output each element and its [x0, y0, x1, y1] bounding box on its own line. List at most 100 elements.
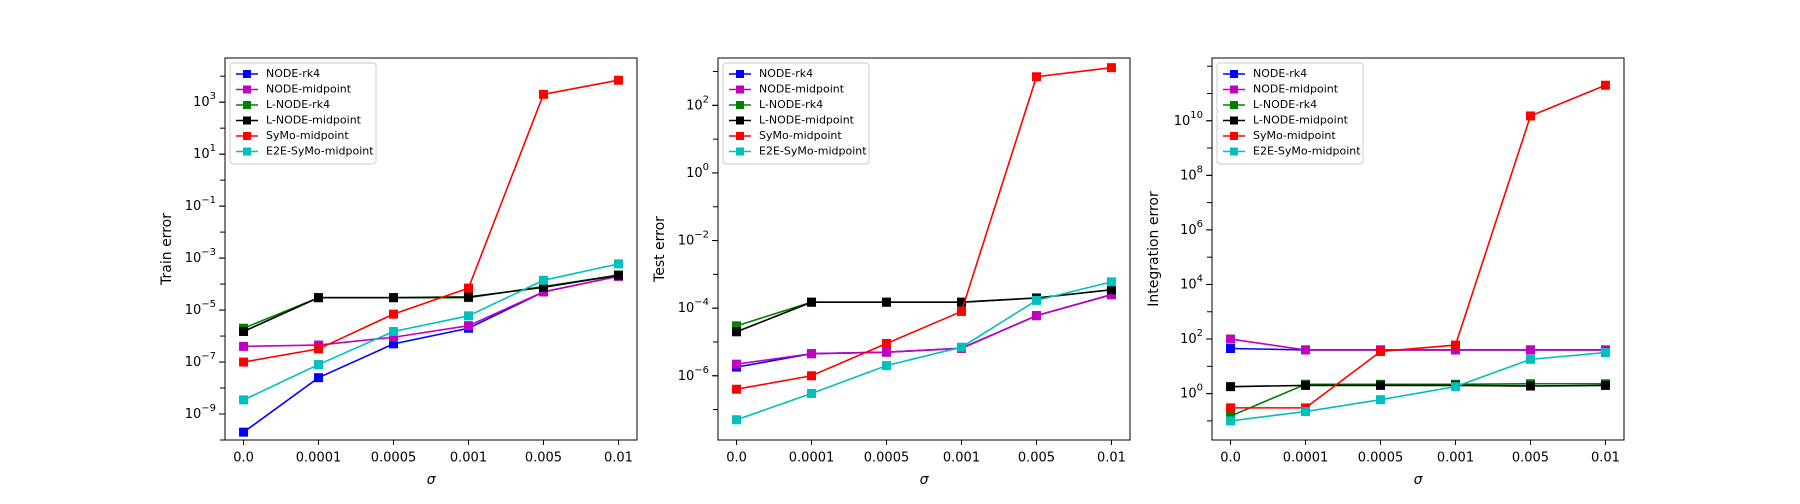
data-point [463, 311, 473, 321]
data-point [314, 293, 324, 303]
chart-panel-3: 0.0 0.0001 0.0005 0.001 0.005 0.01 100 102 104 10… [1146, 57, 1625, 488]
y-tick-label: 10−5 [185, 299, 216, 318]
series-e2e-symo-midpoint [239, 259, 623, 405]
data-point [1301, 345, 1311, 355]
legend-label: SyMo-midpoint [266, 129, 349, 142]
series-line [243, 275, 619, 348]
data-point [1106, 285, 1116, 295]
data-point [389, 326, 399, 336]
y-tick-label: 103 [193, 91, 216, 110]
legend-marker [736, 70, 744, 78]
y-tick-label: 10−6 [678, 365, 709, 384]
series-line [736, 66, 1112, 391]
legend-label: L-NODE-midpoint [266, 114, 362, 127]
legend-marker [243, 70, 251, 78]
data-point [1031, 311, 1041, 321]
data-point [1106, 290, 1116, 300]
plot-frame [224, 57, 638, 441]
x-tick-label: 0.001 [450, 451, 487, 466]
x-tick-label: 0.0005 [1358, 451, 1404, 466]
data-point [239, 357, 249, 367]
series-e2e-symo-midpoint [732, 277, 1116, 425]
y-tick-label: 10−4 [678, 297, 709, 316]
data-point [1031, 295, 1041, 305]
legend-label: NODE-midpoint [759, 83, 845, 96]
series-node-rk4 [239, 271, 623, 437]
plot-frame [1211, 57, 1625, 441]
y-tick-label: 100 [1180, 383, 1203, 402]
x-tick-label: 0.001 [943, 451, 980, 466]
series-line [243, 274, 619, 333]
data-point [1226, 344, 1236, 354]
series-l-node-midpoint [732, 285, 1116, 337]
data-point [239, 341, 249, 351]
data-point [389, 293, 399, 303]
legend-label: NODE-midpoint [1253, 83, 1339, 96]
series-line [1230, 382, 1606, 417]
series-line [1230, 351, 1606, 422]
data-point [1226, 403, 1236, 413]
data-point [314, 344, 324, 354]
x-tick-label: 0.01 [1097, 451, 1126, 466]
legend-label: NODE-rk4 [759, 67, 813, 80]
legend-label: L-NODE-rk4 [759, 98, 823, 111]
y-tick-label: 104 [1180, 273, 1203, 292]
legend: NODE-rk4 NODE-midpoint L-NODE-rk4 L-NODE-mi… [722, 62, 870, 165]
data-point [463, 283, 473, 293]
data-point [463, 292, 473, 302]
data-point [1525, 345, 1535, 355]
legend-box [722, 62, 870, 165]
legend-marker [243, 132, 251, 140]
y-axis-label: Integration error [1146, 191, 1162, 307]
x-tick-label: 0.0001 [789, 451, 835, 466]
data-point [807, 349, 817, 359]
series-line [243, 263, 619, 401]
data-point [389, 332, 399, 342]
legend-marker [736, 116, 744, 125]
data-point [1301, 380, 1311, 390]
data-point [538, 287, 548, 297]
data-point [1226, 416, 1236, 426]
data-point [239, 395, 249, 405]
data-point [389, 309, 399, 319]
data-point [732, 321, 742, 331]
legend-label: L-NODE-midpoint [1253, 114, 1349, 127]
series-line [1230, 338, 1606, 351]
legend-label: NODE-midpoint [266, 83, 352, 96]
data-point [1226, 411, 1236, 421]
legend-marker [1230, 116, 1238, 125]
data-point [1226, 334, 1236, 344]
legend-marker [1230, 70, 1238, 78]
legend-label: SyMo-midpoint [759, 129, 842, 142]
data-point [882, 347, 892, 357]
data-point [1600, 348, 1610, 358]
series-l-node-midpoint [239, 270, 623, 336]
legend-label: NODE-rk4 [1253, 67, 1307, 80]
legend-marker [736, 132, 744, 140]
series-symo-midpoint [239, 75, 623, 367]
legend-marker [736, 85, 744, 94]
data-point [1450, 345, 1460, 355]
y-axis-label: Train error [159, 213, 175, 286]
x-tick-label: 0.0 [1220, 451, 1241, 466]
data-point [314, 360, 324, 370]
data-point [613, 259, 623, 269]
series-line [1230, 384, 1606, 388]
data-point [807, 388, 817, 398]
legend-marker [736, 147, 744, 156]
data-point [239, 326, 249, 336]
data-point [807, 371, 817, 381]
data-point [1450, 382, 1460, 392]
data-point [1226, 382, 1236, 392]
data-point [538, 275, 548, 285]
data-point [1301, 407, 1311, 417]
y-tick-label: 100 [686, 162, 709, 181]
data-point [882, 297, 892, 307]
series-line [736, 281, 1112, 421]
plot-frame [717, 57, 1131, 441]
x-tick-label: 0.0001 [296, 451, 342, 466]
series-node-midpoint [1226, 334, 1610, 355]
legend-label: E2E-SyMo-midpoint [266, 145, 374, 158]
data-point [239, 427, 249, 437]
data-point [1106, 63, 1116, 73]
